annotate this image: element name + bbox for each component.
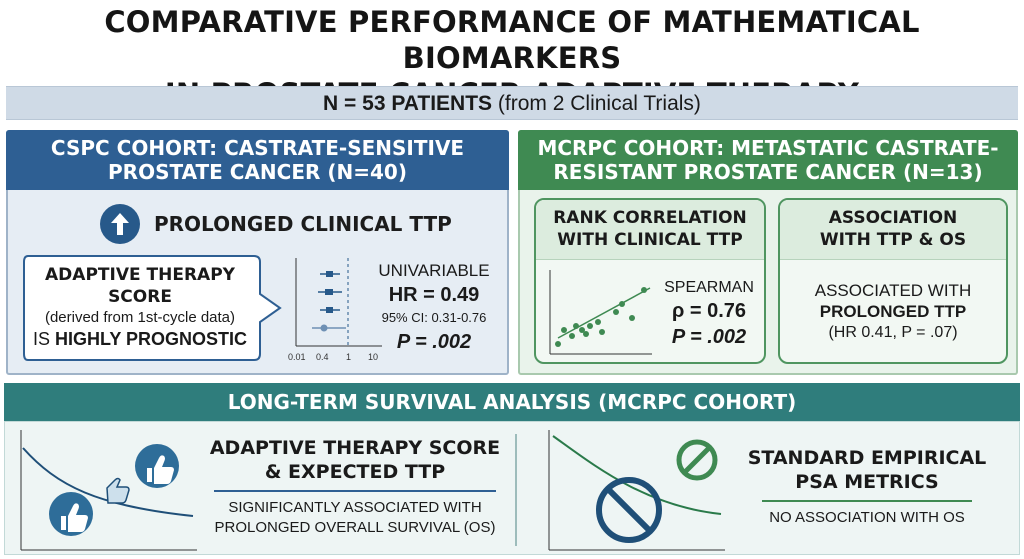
- patient-count-banner: N = 53 PATIENTS (from 2 Clinical Trials): [6, 86, 1018, 120]
- stat-ci: 95% CI: 0.31-0.76: [381, 310, 487, 325]
- hand-thumbs-icon: [106, 477, 130, 504]
- scatter-point: [641, 287, 647, 293]
- sv-left-title-2: & EXPECTED TTP: [264, 461, 446, 483]
- spearman-rho: ρ = 0.76: [671, 300, 747, 322]
- title-line-1: COMPARATIVE PERFORMANCE OF MATHEMATICAL …: [104, 5, 920, 75]
- spearman-label: SPEARMAN: [664, 279, 754, 296]
- scatter-point: [599, 329, 605, 335]
- stat-label: UNIVARIABLE: [378, 261, 490, 280]
- sv-right-rule: [762, 500, 972, 502]
- spearman-p: P = .002: [671, 326, 747, 348]
- thumbs-up-icon: [135, 444, 179, 488]
- forest-point-2: [325, 289, 333, 295]
- survival-panel: ADAPTIVE THERAPY SCORE & EXPECTED TTP SI…: [4, 421, 1020, 555]
- spearman-stats: SPEARMAN ρ = 0.76 P = .002: [654, 278, 764, 350]
- scatter-point: [561, 327, 567, 333]
- sv-left-sub-1: SIGNIFICANTLY ASSOCIATED WITH: [228, 499, 482, 516]
- rank-correlation-card: RANK CORRELATION WITH CLINICAL TTP: [534, 198, 766, 364]
- score-title-1: ADAPTIVE THERAPY: [45, 265, 235, 285]
- score-callout: ADAPTIVE THERAPY SCORE (derived from 1st…: [22, 254, 282, 362]
- survival-left-text: ADAPTIVE THERAPY SCORE & EXPECTED TTP SI…: [209, 436, 501, 538]
- scatter-point: [595, 319, 601, 325]
- up-arrow-icon: [100, 204, 140, 244]
- assoc-line-3: (HR 0.41, P = .07): [828, 324, 958, 341]
- survival-header: LONG-TERM SURVIVAL ANALYSIS (mCRPC COHOR…: [4, 383, 1020, 421]
- score-bold: HIGHLY PROGNOSTIC: [54, 329, 248, 349]
- mcrpc-header-line-1: mCRPC COHORT: METASTATIC CASTRATE-: [537, 136, 999, 160]
- forest-plot: 0.01 0.4 1 10: [286, 254, 386, 369]
- psa-curve: [552, 435, 722, 515]
- scatter-plot: [546, 268, 654, 362]
- scatter-point: [583, 331, 589, 337]
- scatter-point: [555, 341, 561, 347]
- callout-text: ADAPTIVE THERAPY SCORE (derived from 1st…: [22, 264, 258, 351]
- sv-left-sub-2: PROLONGED OVERALL SURVIVAL (OS): [214, 519, 496, 536]
- ttp-label: PROLONGED CLINICAL TTP: [154, 212, 452, 236]
- mcrpc-header-line-2: RESISTANT PROSTATE CANCER (N=13): [553, 160, 983, 184]
- sv-right-title-2: PSA METRICS: [795, 471, 939, 493]
- prohibited-large-icon: [596, 477, 662, 543]
- survival-divider: [515, 434, 517, 546]
- stat-hr: HR = 0.49: [388, 284, 480, 306]
- cspc-header-line-1: CSPC COHORT: CASTRATE-SENSITIVE: [50, 136, 465, 160]
- rank-title-2: WITH CLINICAL TTP: [557, 230, 743, 250]
- cspc-header: CSPC COHORT: CASTRATE-SENSITIVE PROSTATE…: [6, 130, 509, 190]
- stat-p: P = .002: [396, 331, 472, 353]
- scatter-trend-line: [557, 287, 651, 339]
- score-title-2: SCORE: [108, 287, 172, 307]
- association-body: ASSOCIATED WITH PROLONGED TTP (HR 0.41, …: [780, 280, 1006, 344]
- cspc-panel: CSPC COHORT: CASTRATE-SENSITIVE PROSTATE…: [6, 130, 509, 375]
- survival-right-text: STANDARD EMPIRICAL PSA METRICS NO ASSOCI…: [737, 446, 997, 528]
- sv-right-sub: NO ASSOCIATION WITH OS: [769, 509, 965, 526]
- scatter-point: [619, 301, 625, 307]
- forest-tick-3: 1: [346, 352, 351, 362]
- scatter-point: [613, 309, 619, 315]
- assoc-line-1: ASSOCIATED WITH: [814, 281, 972, 300]
- survival-right-graph: [545, 426, 729, 559]
- scatter-point: [587, 323, 593, 329]
- scatter-point: [569, 333, 575, 339]
- patient-source: (from 2 Clinical Trials): [492, 92, 701, 115]
- forest-tick-4: 10: [368, 352, 378, 362]
- sv-left-title-1: ADAPTIVE THERAPY SCORE: [209, 437, 501, 459]
- forest-point-3: [326, 307, 333, 313]
- score-prognostic: IS HIGHLY PROGNOSTIC: [22, 327, 258, 351]
- association-card: ASSOCIATION WITH TTP & OS ASSOCIATED WIT…: [778, 198, 1008, 364]
- scatter-point: [573, 323, 579, 329]
- assoc-line-2: PROLONGED TTP: [819, 302, 967, 321]
- association-title: ASSOCIATION WITH TTP & OS: [780, 200, 1006, 260]
- sv-right-title-1: STANDARD EMPIRICAL: [747, 447, 987, 469]
- forest-point-pooled: [320, 324, 328, 332]
- ttp-row: PROLONGED CLINICAL TTP: [100, 204, 452, 244]
- forest-tick-1: 0.01: [288, 352, 306, 362]
- survival-left-graph: [17, 426, 201, 559]
- score-prefix: IS: [32, 329, 55, 349]
- rank-correlation-title: RANK CORRELATION WITH CLINICAL TTP: [536, 200, 764, 260]
- mcrpc-header: mCRPC COHORT: METASTATIC CASTRATE- RESIS…: [518, 130, 1018, 190]
- assoc-title-1: ASSOCIATION: [828, 208, 958, 228]
- forest-point-1: [326, 271, 333, 277]
- sv-left-rule: [214, 490, 496, 492]
- patient-count: N = 53 PATIENTS: [323, 92, 493, 115]
- no-symbol-icon: [676, 439, 718, 481]
- thumbs-up-icon: [49, 492, 93, 536]
- assoc-title-2: WITH TTP & OS: [819, 230, 967, 250]
- callout-frame: [23, 255, 282, 361]
- score-note: (derived from 1st-cycle data): [44, 309, 236, 326]
- scatter-point: [579, 327, 585, 333]
- mcrpc-panel: mCRPC COHORT: METASTATIC CASTRATE- RESIS…: [518, 130, 1018, 375]
- rank-title-1: RANK CORRELATION: [553, 208, 747, 228]
- hr-stats: UNIVARIABLE HR = 0.49 95% CI: 0.31-0.76 …: [364, 260, 504, 356]
- km-curve: [22, 447, 194, 517]
- cspc-header-line-2: PROSTATE CANCER (N=40): [108, 160, 407, 184]
- forest-tick-2: 0.4: [316, 352, 329, 362]
- scatter-point: [629, 315, 635, 321]
